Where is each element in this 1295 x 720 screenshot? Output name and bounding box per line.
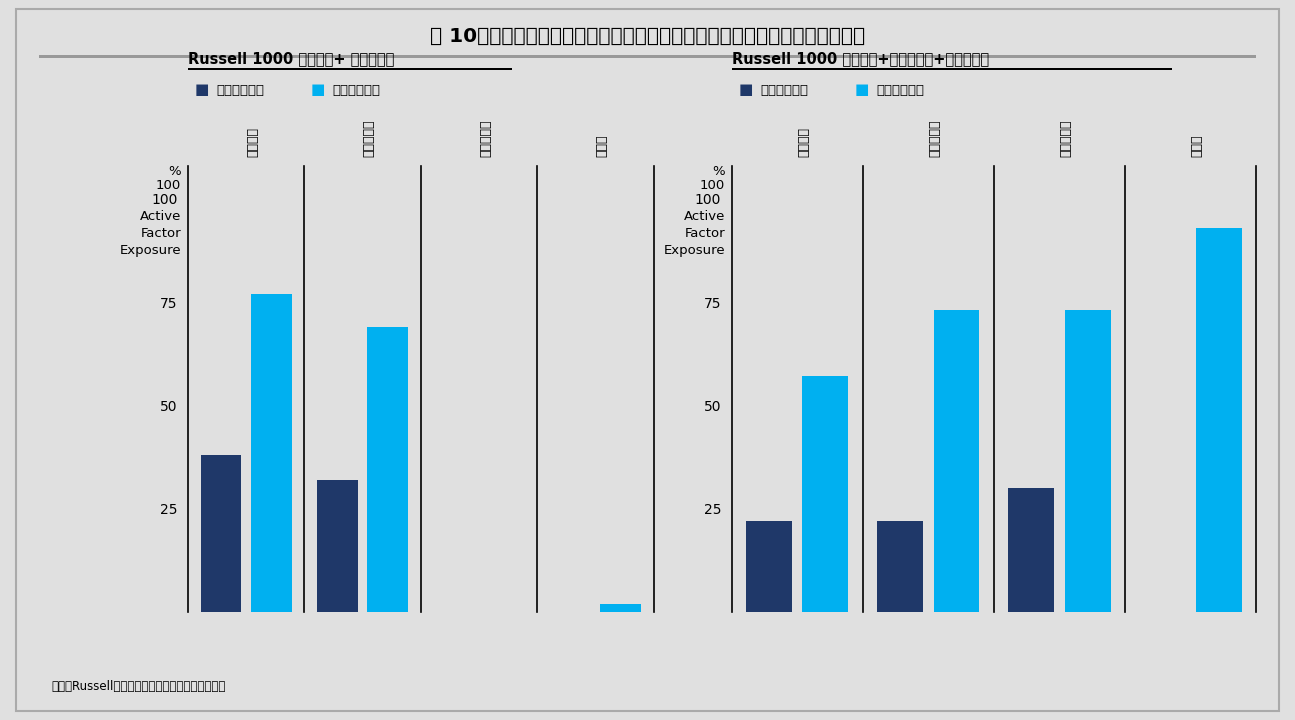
Text: ■: ■ [311, 83, 325, 97]
Bar [1064, 310, 1111, 612]
Bar [368, 327, 408, 612]
Text: トップダウン: トップダウン [216, 84, 264, 96]
Bar [201, 455, 241, 612]
Bar [746, 521, 793, 612]
Text: Active
Factor
Exposure: Active Factor Exposure [119, 210, 181, 257]
Text: 図 10：ボトムアップ・アプローチによるファクターエクスポージャーの改善: 図 10：ボトムアップ・アプローチによるファクターエクスポージャーの改善 [430, 27, 865, 46]
Bar [803, 377, 848, 612]
Text: トップダウン: トップダウン [760, 84, 808, 96]
Text: ボトムアップ: ボトムアップ [877, 84, 925, 96]
Text: サイズ: サイズ [596, 134, 609, 157]
Text: Russell 1000 バリュー+モメンタム+クオリティ: Russell 1000 バリュー+モメンタム+クオリティ [732, 51, 989, 66]
Text: 出所：Russell、インベスコ、例示的目的に限る。: 出所：Russell、インベスコ、例示的目的に限る。 [52, 680, 227, 693]
Text: モメンタム: モメンタム [929, 120, 941, 157]
Text: %: % [712, 165, 725, 178]
Text: クオリティ: クオリティ [479, 120, 492, 157]
Bar [601, 604, 641, 612]
Bar [317, 480, 357, 612]
Text: ■: ■ [738, 83, 752, 97]
Text: 100: 100 [157, 179, 181, 192]
Text: サイズ: サイズ [1190, 134, 1203, 157]
Text: ボトムアップ: ボトムアップ [333, 84, 381, 96]
Bar [934, 310, 979, 612]
Bar [1009, 488, 1054, 612]
Text: Russell 1000 バリュー+ モメンタム: Russell 1000 バリュー+ モメンタム [188, 51, 394, 66]
Text: 100: 100 [701, 179, 725, 192]
Text: Active
Factor
Exposure: Active Factor Exposure [663, 210, 725, 257]
Text: ■: ■ [855, 83, 869, 97]
Text: ■: ■ [194, 83, 208, 97]
Text: クオリティ: クオリティ [1059, 120, 1072, 157]
Text: バリュー: バリュー [798, 127, 811, 157]
Bar [1195, 228, 1242, 612]
Bar [251, 294, 291, 612]
Bar [877, 521, 923, 612]
Text: %: % [168, 165, 181, 178]
Text: モメンタム: モメンタム [363, 120, 376, 157]
Text: バリュー: バリュー [246, 127, 259, 157]
